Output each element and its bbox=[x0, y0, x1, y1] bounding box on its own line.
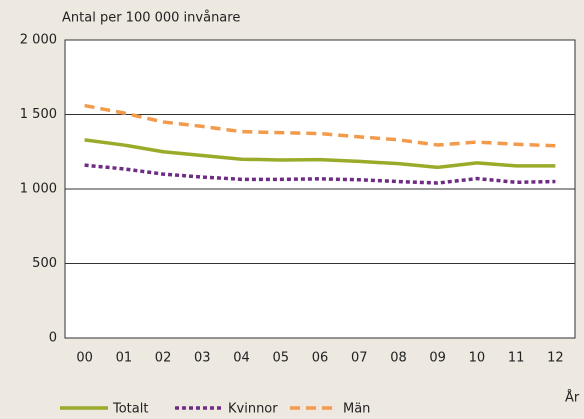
x-tick-label: 07 bbox=[351, 351, 368, 366]
line-m-n bbox=[84, 103, 556, 148]
x-tick-label: 01 bbox=[116, 351, 133, 366]
legend-label: Totalt bbox=[112, 402, 148, 417]
line-kvinnor bbox=[84, 163, 556, 185]
x-tick-label: 10 bbox=[469, 351, 486, 366]
x-axis-label: År bbox=[565, 390, 580, 406]
y-tick-label: 2 000 bbox=[20, 33, 57, 48]
plot-frame bbox=[64, 39, 576, 339]
y-tick-label: 1 500 bbox=[20, 107, 57, 122]
x-tick-label: 02 bbox=[155, 351, 172, 366]
legend-label: Kvinnor bbox=[228, 402, 278, 417]
x-tick-label: 09 bbox=[429, 351, 446, 366]
x-tick-label: 06 bbox=[312, 351, 329, 366]
y-tick-label: 0 bbox=[49, 331, 57, 346]
x-tick-label: 11 bbox=[508, 351, 525, 366]
x-tick-label: 08 bbox=[390, 351, 407, 366]
y-axis-label: Antal per 100 000 invånare bbox=[62, 11, 240, 26]
legend-label: Män bbox=[343, 402, 370, 417]
y-tick-label: 500 bbox=[32, 256, 57, 271]
x-tick-label: 04 bbox=[233, 351, 250, 366]
x-tick-label: 00 bbox=[76, 351, 93, 366]
x-tick-label: 05 bbox=[272, 351, 289, 366]
x-tick-label: 03 bbox=[194, 351, 211, 366]
y-tick-label: 1 000 bbox=[20, 182, 57, 197]
line-totalt bbox=[84, 138, 556, 170]
x-tick-label: 12 bbox=[547, 351, 564, 366]
